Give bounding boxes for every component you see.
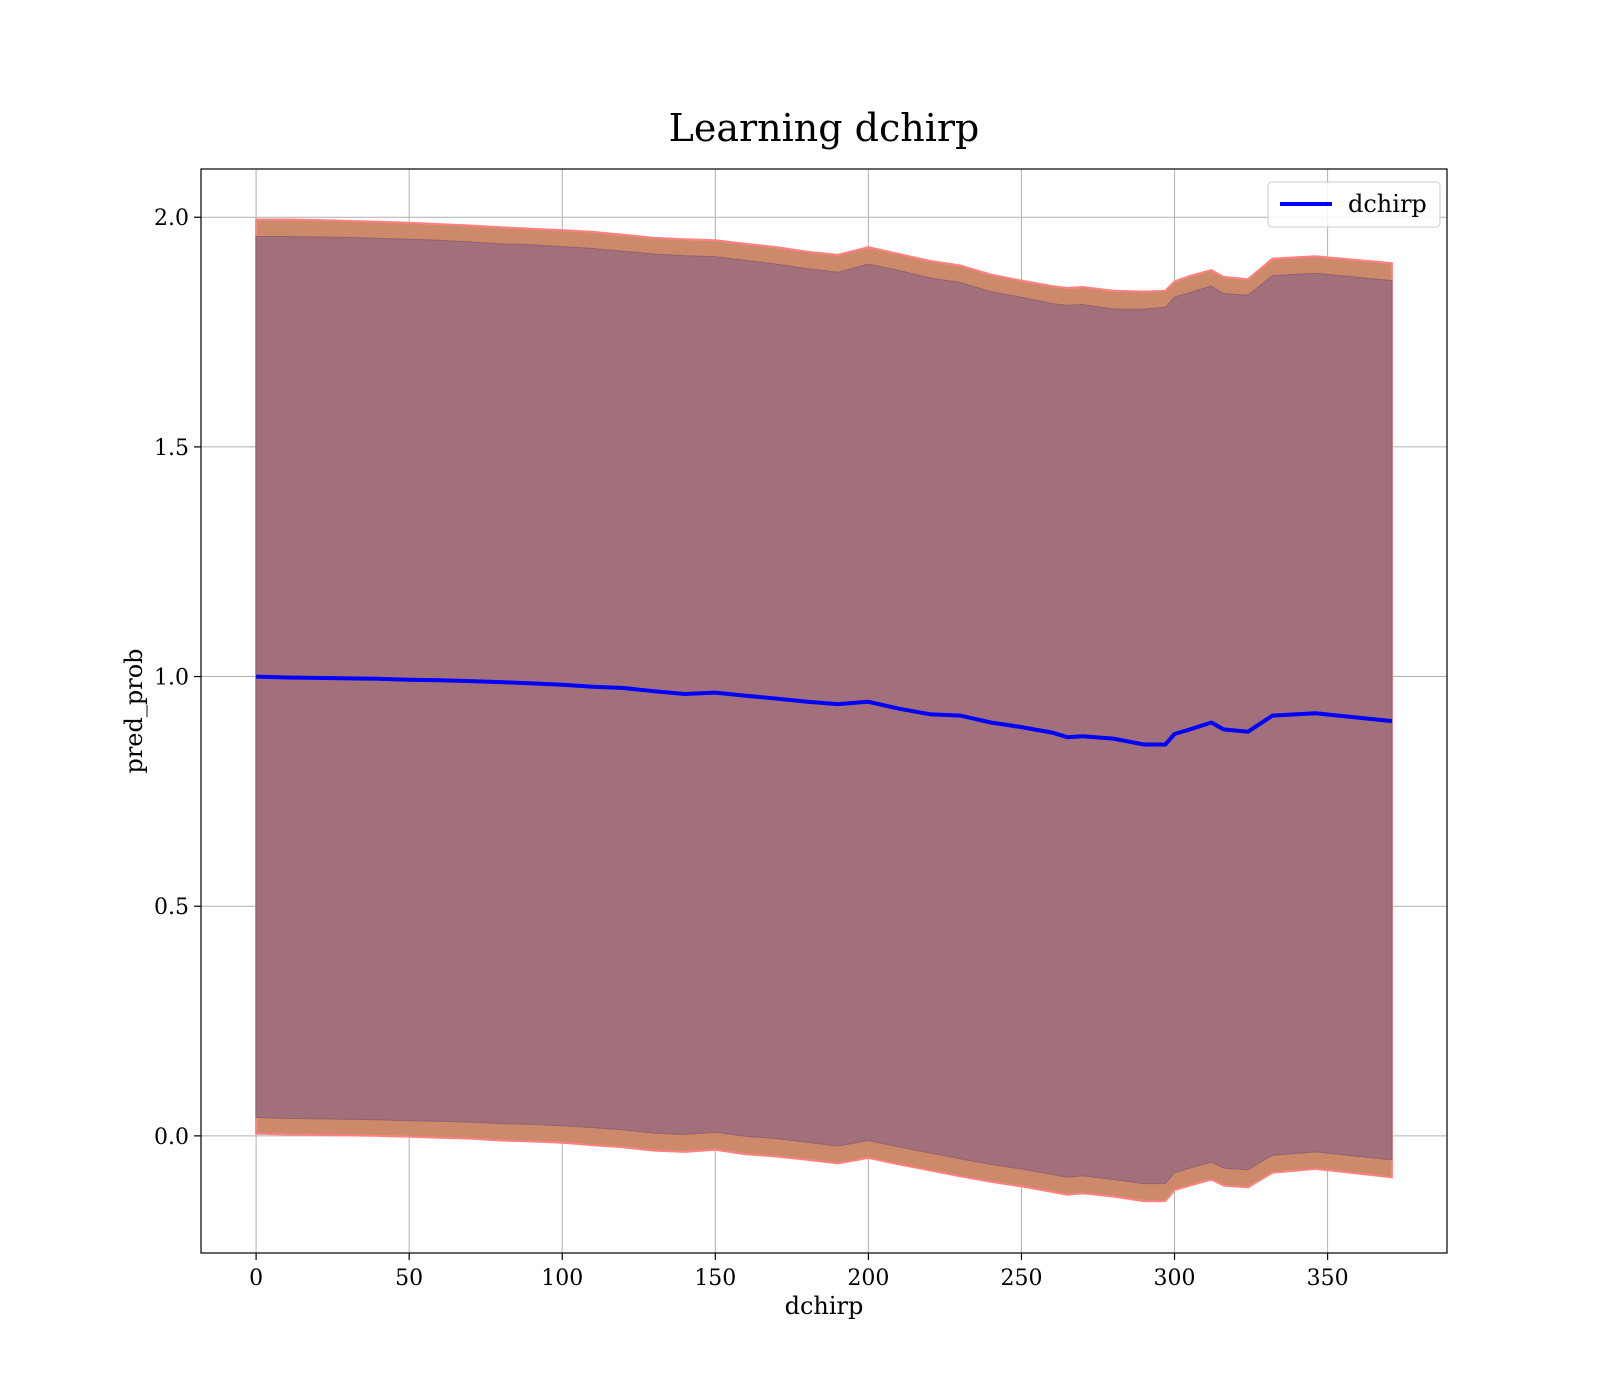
y-tick-label: 0.0 xyxy=(154,1125,189,1150)
x-tick-label: 0 xyxy=(249,1266,263,1291)
y-tick-label: 2.0 xyxy=(154,206,189,231)
series-lines xyxy=(256,674,1393,747)
x-tick-label: 100 xyxy=(541,1266,583,1291)
confidence-bands xyxy=(255,218,1393,1203)
x-axis-label: dchirp xyxy=(785,1292,864,1320)
x-tick-label: 200 xyxy=(847,1266,889,1291)
legend: dchirp xyxy=(1267,181,1441,228)
inner-confidence-band xyxy=(255,236,1393,1185)
x-tick-label: 50 xyxy=(395,1266,423,1291)
chart-title: Learning dchirp xyxy=(669,106,980,150)
legend-box xyxy=(1267,181,1441,228)
x-tick-label: 300 xyxy=(1154,1266,1196,1291)
plot-frame xyxy=(200,168,1448,1254)
x-tick-label: 250 xyxy=(1000,1266,1042,1291)
y-axis-label: pred_prob xyxy=(120,648,148,773)
y-tick-label: 1.0 xyxy=(154,666,189,691)
x-tick-label: 150 xyxy=(694,1266,736,1291)
x-tick-label: 350 xyxy=(1307,1266,1349,1291)
series-line-dchirp xyxy=(256,674,1393,747)
y-tick-label: 1.5 xyxy=(154,436,189,461)
y-tick-label: 0.5 xyxy=(154,895,189,920)
axis-ticks: 0 50 100 150 200 250 300 350 0.0 0.5 1.0 1.5 2.0 xyxy=(154,206,1349,1291)
legend-label-dchirp: dchirp xyxy=(1348,190,1427,218)
